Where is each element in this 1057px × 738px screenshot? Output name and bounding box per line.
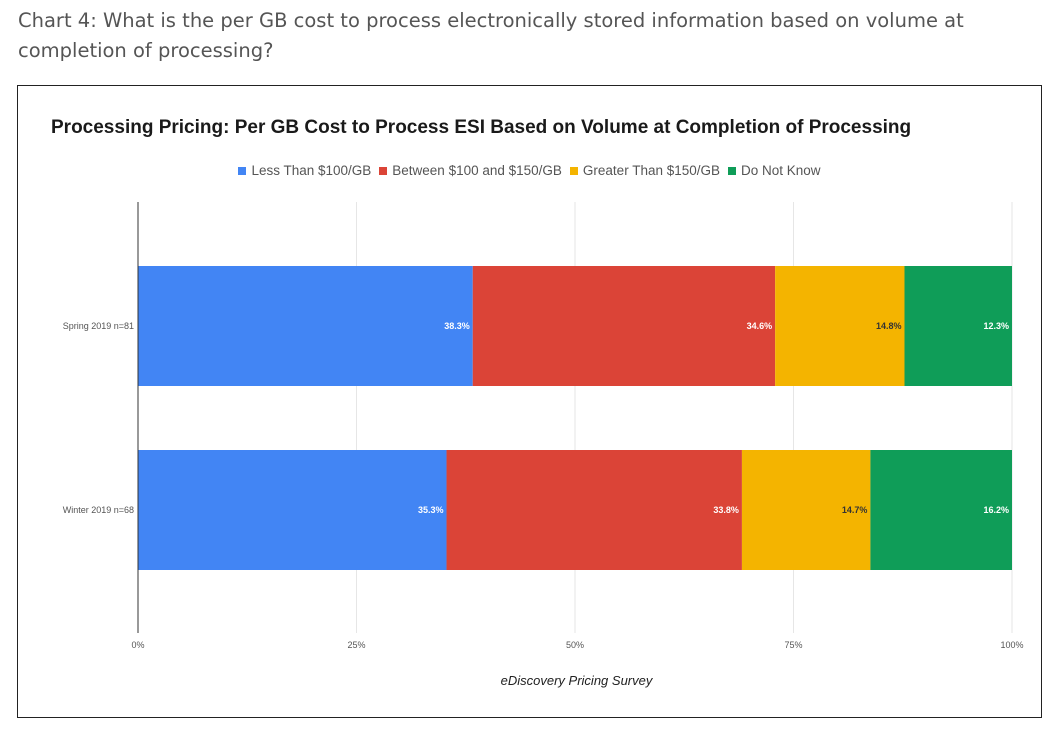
bar-segment bbox=[870, 450, 1012, 570]
legend-swatch bbox=[569, 166, 578, 175]
legend-label: Greater Than $150/GB bbox=[582, 163, 721, 178]
bar-segment bbox=[446, 450, 742, 570]
x-tick-label: 50% bbox=[566, 640, 584, 650]
chart-legend: Less Than $100/GB Between $100 and $150/… bbox=[18, 163, 1041, 178]
legend-item-greater-than-150[interactable]: Greater Than $150/GB bbox=[569, 163, 721, 178]
bar-segment bbox=[741, 450, 871, 570]
bar-value-label: 34.6% bbox=[747, 321, 773, 331]
bar-value-label: 38.3% bbox=[444, 321, 470, 331]
bar-value-label: 14.7% bbox=[842, 505, 868, 515]
bar-value-label: 33.8% bbox=[713, 505, 739, 515]
bar-value-label: 35.3% bbox=[418, 505, 444, 515]
x-tick-label: 0% bbox=[131, 640, 144, 650]
bar-value-label: 16.2% bbox=[983, 505, 1009, 515]
x-tick-label: 75% bbox=[784, 640, 802, 650]
bar-value-label: 12.3% bbox=[983, 321, 1009, 331]
chart-container: Processing Pricing: Per GB Cost to Proce… bbox=[17, 85, 1042, 718]
legend-item-between-100-150[interactable]: Between $100 and $150/GB bbox=[379, 163, 562, 178]
bar-segment bbox=[138, 450, 447, 570]
page-heading: Chart 4: What is the per GB cost to proc… bbox=[18, 9, 964, 62]
bar-segment bbox=[775, 266, 905, 386]
legend-label: Less Than $100/GB bbox=[251, 163, 372, 178]
y-category-label: Spring 2019 n=81 bbox=[63, 321, 134, 331]
legend-item-do-not-know[interactable]: Do Not Know bbox=[728, 163, 821, 178]
legend-swatch bbox=[379, 166, 388, 175]
legend-label: Between $100 and $150/GB bbox=[392, 163, 562, 178]
x-tick-label: 25% bbox=[347, 640, 365, 650]
legend-label: Do Not Know bbox=[741, 163, 821, 178]
x-tick-label: 100% bbox=[1000, 640, 1023, 650]
bar-segment bbox=[904, 266, 1012, 386]
bar-segment bbox=[138, 266, 473, 386]
legend-item-less-than-100[interactable]: Less Than $100/GB bbox=[238, 163, 371, 178]
bar-value-label: 14.8% bbox=[876, 321, 902, 331]
bar-segment bbox=[472, 266, 776, 386]
legend-swatch bbox=[728, 166, 737, 175]
chart-title: Processing Pricing: Per GB Cost to Proce… bbox=[51, 117, 912, 138]
x-axis-title: eDiscovery Pricing Survey bbox=[500, 673, 653, 688]
plot-area: 0% 25% 50% 75% 100% 38.3% 34.6% 14.8% 12.3% Sprin… bbox=[63, 202, 1024, 650]
legend-swatch bbox=[238, 166, 247, 175]
y-category-label: Winter 2019 n=68 bbox=[63, 505, 134, 515]
